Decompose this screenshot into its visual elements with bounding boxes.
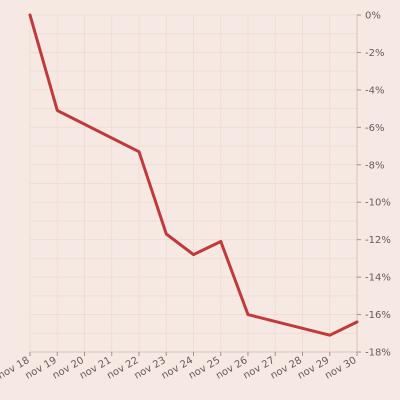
- y-tick-label: -4%: [365, 85, 384, 96]
- y-tick-label: -12%: [365, 235, 391, 246]
- y-tick-label: -8%: [365, 160, 384, 171]
- y-tick-label: -6%: [365, 123, 384, 134]
- axes: [29, 14, 361, 356]
- y-tick-label: -18%: [365, 348, 391, 359]
- y-tick-label: -16%: [365, 310, 391, 321]
- y-tick-label: -2%: [365, 48, 384, 59]
- x-tick-label: nov 30: [323, 355, 358, 382]
- y-tick-label: 0%: [365, 11, 381, 22]
- y-tick-labels: 0% -2% -4% -6% -8% -10% -12% -14% -16% -18%: [365, 11, 391, 359]
- gridlines: [29, 14, 358, 353]
- series-layer: [28, 13, 359, 337]
- y-tick-label: -14%: [365, 273, 391, 284]
- y-tick-label: -10%: [365, 198, 391, 209]
